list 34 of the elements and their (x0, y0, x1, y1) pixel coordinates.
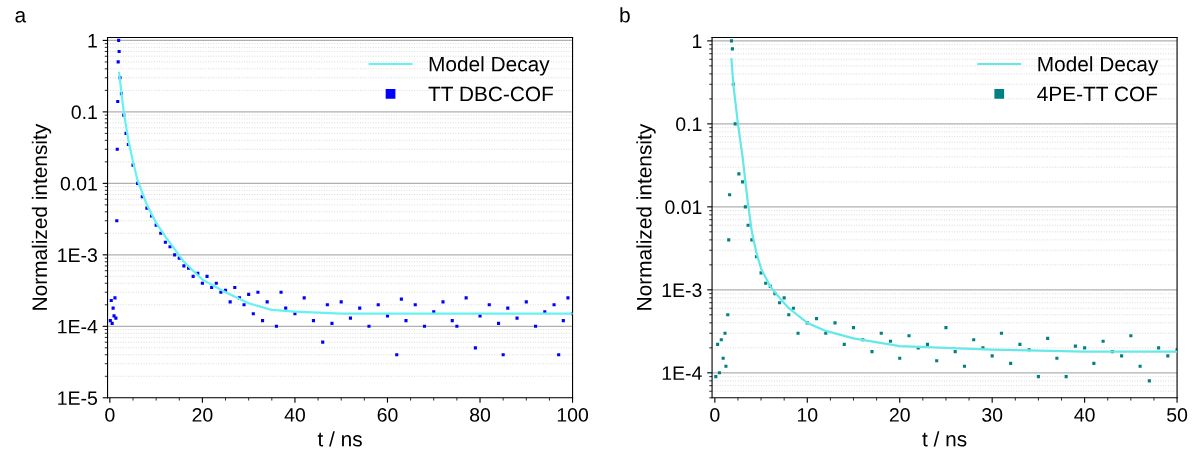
y-tick-label: 1 (693, 34, 702, 48)
x-tick-label: 0 (710, 408, 720, 422)
x-axis-title: t / ns (922, 431, 967, 447)
x-tick-label: 40 (284, 408, 305, 422)
legend-label: TT DBC-COF (428, 86, 553, 102)
x-axis-title: t / ns (317, 431, 362, 447)
y-tick-label: 1E-3 (58, 248, 97, 263)
x-tick-label: 60 (377, 408, 398, 422)
chart-title: b (620, 7, 630, 23)
x-tick-label: 0 (105, 408, 115, 422)
y-tick-label: 1 (88, 34, 97, 48)
y-tick-label: 0.01 (60, 176, 97, 191)
x-tick-label: 50 (1167, 408, 1188, 422)
y-tick-label: 0.01 (665, 200, 702, 215)
chart-title: a (15, 11, 27, 23)
x-tick-label: 30 (982, 408, 1003, 422)
legend-label: Model Decay (429, 56, 550, 76)
line-series (730, 58, 1178, 353)
y-tick-label: 1E-5 (58, 391, 98, 406)
x-tick-label: 20 (192, 408, 213, 422)
y-tick-label: 0.1 (71, 105, 97, 120)
legend-label: 4PE-TT COF (1037, 86, 1158, 102)
x-tick-label: 10 (797, 408, 818, 422)
y-tick-label: 1E-4 (662, 366, 702, 380)
y-tick-label: 1E-4 (58, 319, 98, 334)
x-tick-label: 40 (1074, 408, 1095, 422)
y-axis-title: Normalized intensity (636, 123, 656, 310)
x-tick-label: 20 (889, 408, 910, 422)
y-tick-label: 1E-3 (662, 283, 702, 298)
x-tick-label: 100 (557, 408, 589, 422)
y-tick-label: 0.1 (676, 117, 702, 132)
legend-label: Model Decay (1038, 56, 1159, 76)
y-axis-title: Normalized intensity (31, 123, 52, 310)
x-tick-label: 80 (470, 408, 491, 422)
